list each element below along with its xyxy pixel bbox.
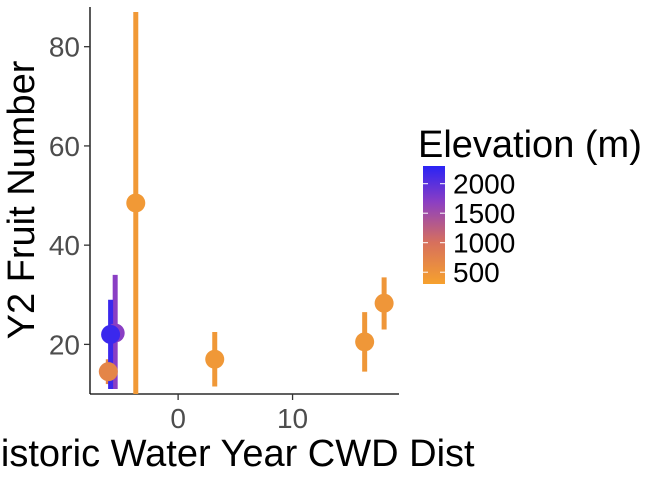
legend-title: Elevation (m): [418, 124, 642, 166]
data-point: [101, 324, 121, 344]
legend-break-label: 2000: [453, 169, 515, 200]
y-ticks: 20 40 60 80: [49, 32, 90, 360]
error-bars: [105, 11, 387, 394]
x-axis-title: Historic Water Year CWD Dist: [0, 433, 475, 475]
legend-colorbar: [423, 166, 445, 284]
data-points: [98, 193, 394, 382]
data-point: [205, 349, 225, 369]
x-tick-label: 0: [170, 403, 186, 434]
x-ticks: 0 10: [170, 394, 308, 434]
legend-break-label: 1000: [453, 228, 515, 259]
y-tick-label: 40: [49, 230, 80, 261]
legend-break-label: 1500: [453, 198, 515, 229]
data-point: [126, 193, 146, 213]
y-tick-label: 20: [49, 329, 80, 360]
y-axis-title: Y2 Fruit Number: [1, 60, 43, 339]
plot-panel: 20 40 60 80 0 10: [49, 7, 399, 434]
data-point: [355, 332, 375, 352]
x-tick-label: 10: [277, 403, 308, 434]
data-point: [374, 293, 394, 313]
data-point: [98, 362, 118, 382]
y-tick-label: 60: [49, 131, 80, 162]
y-tick-label: 80: [49, 32, 80, 63]
legend-break-label: 500: [453, 257, 500, 288]
